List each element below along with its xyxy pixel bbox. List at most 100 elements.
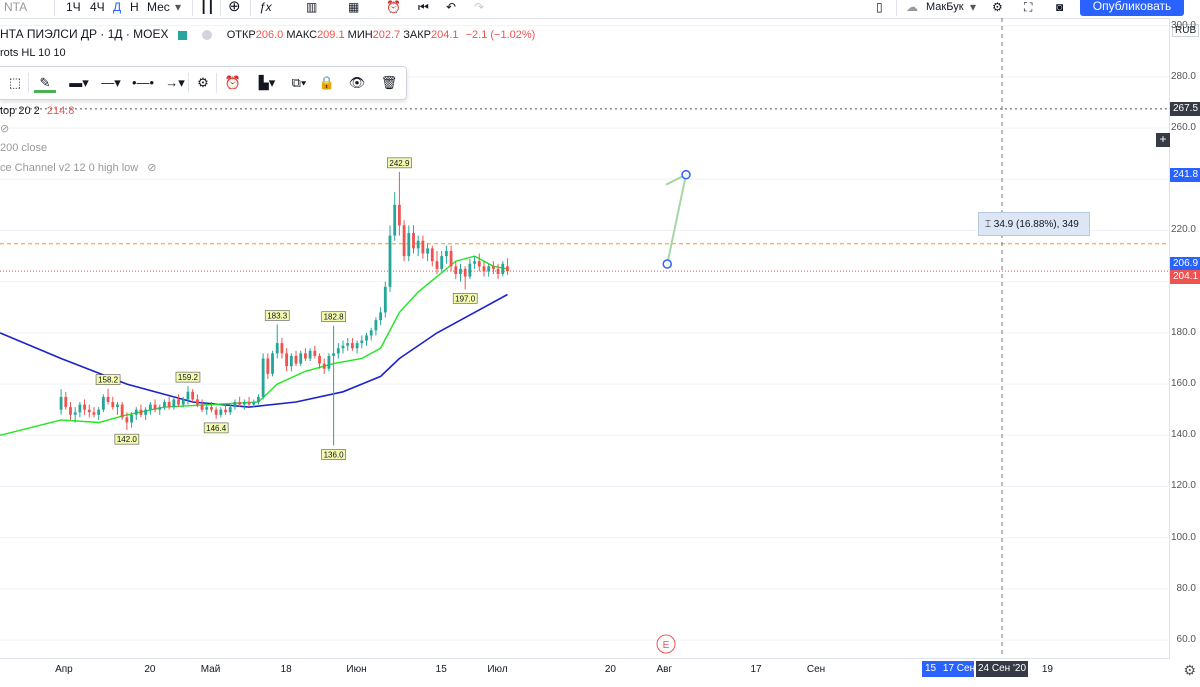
candle-body <box>242 402 246 405</box>
hidden-eye-icon[interactable]: ⊘ <box>147 162 157 174</box>
measure-label: 34.9 (16.88%), 349 <box>993 219 1079 230</box>
y-tick-label: 280.0 <box>1170 70 1196 82</box>
clone-icon[interactable]: ⧉▾ <box>291 75 307 90</box>
publish-button[interactable]: Опубликовать <box>1080 0 1184 16</box>
currency-label[interactable]: RUB <box>1172 24 1200 37</box>
candle-body <box>59 396 63 410</box>
drawing-toolbar: ⬚ ✎ ▬▾ —▾ •—• →▾ ⚙ ⏰ ▙▾ ⧉▾ 🔒 👁 🗑 <box>0 66 407 100</box>
candle-body <box>355 343 359 349</box>
indicator-legend-5[interactable]: ce Channel v2 12 0 high low ⊘ <box>0 161 157 174</box>
indicator-legend-4[interactable]: 200 close <box>0 142 48 154</box>
green-moving-average <box>0 255 508 436</box>
pivot-label-box <box>114 433 140 445</box>
candle-body <box>416 240 420 249</box>
lock-icon[interactable]: 🔒 <box>318 75 336 90</box>
hline-price-tag: 267.5 <box>1170 101 1200 116</box>
indicator-legend-2[interactable]: top 20 2 214.8 <box>0 105 74 117</box>
indicator-legend-1[interactable]: rots HL 10 10 <box>0 47 66 59</box>
candle-body <box>181 399 185 405</box>
candle-body <box>139 409 143 415</box>
change-value: −2.1 (−1.02%) <box>465 29 536 41</box>
pencil-icon[interactable]: ✎ <box>34 73 56 93</box>
candle-body <box>238 402 242 405</box>
candle-body <box>275 343 279 354</box>
line-width-selector[interactable]: ▬▾ <box>69 75 89 90</box>
symbol-cut-text[interactable]: NTA <box>4 0 28 14</box>
x-tick-label: 20 <box>144 664 156 675</box>
low-label: МИН <box>347 29 373 41</box>
templates-icon[interactable]: ▦ <box>348 0 360 14</box>
candle-body <box>101 396 105 410</box>
pivot-label: 159.2 <box>178 373 199 382</box>
settings-gear-icon[interactable]: ⚙ <box>197 75 209 90</box>
layout-name[interactable]: МакБук <box>926 1 964 13</box>
line-style-solid-icon[interactable]: —▾ <box>101 75 121 90</box>
candle-body <box>177 399 180 405</box>
line-style-dotted-icon[interactable]: •—• <box>131 75 155 90</box>
y-tick-label: 220.0 <box>1170 224 1196 236</box>
alert-icon[interactable]: ⏰ <box>386 0 401 14</box>
time-axis[interactable]: Апр20Май18Июн15Июл20Авг17СенОкт19 15 17 … <box>0 658 1170 687</box>
candle-body <box>435 261 439 269</box>
redo-icon[interactable]: ↷ <box>474 0 485 14</box>
collapse-icon[interactable] <box>201 30 212 41</box>
arrow-style-icon[interactable]: →▾ <box>165 75 185 90</box>
x-tick-label: Апр <box>55 664 73 675</box>
eye-icon[interactable]: 👁 <box>348 75 366 90</box>
interval-4h[interactable]: 4Ч <box>90 0 105 14</box>
layout-dropdown-icon[interactable]: ▾ <box>970 0 977 14</box>
price-chart[interactable]: 158.2 142.0 159.2 146.4 183.3 182.8 136.0 242.9… <box>0 18 1170 658</box>
compare-add-icon[interactable]: ⊕ <box>228 0 241 15</box>
y-tick-label: 140.0 <box>1170 429 1196 441</box>
trash-icon[interactable]: 🗑 <box>380 75 398 90</box>
financials-icon[interactable]: ▥ <box>306 0 318 14</box>
frame-icon[interactable]: ⬚ <box>8 75 22 90</box>
interval-dropdown-icon[interactable]: ▾ <box>175 0 182 14</box>
x-tick-label: 15 <box>435 664 447 675</box>
candle-body <box>205 407 209 410</box>
alert-icon[interactable]: ⏰ <box>224 75 242 90</box>
x-tick-label: Сен <box>806 664 826 675</box>
interval-1w[interactable]: Н <box>130 0 139 14</box>
axis-settings-gear-icon[interactable]: ⚙ <box>1183 662 1196 678</box>
interval-1d[interactable]: Д <box>113 0 122 14</box>
candle-body <box>228 407 232 413</box>
hline-add-icon[interactable]: + <box>1156 133 1170 147</box>
indicator-2-name: top 20 2 <box>0 105 40 117</box>
symbol-title[interactable]: НТА ПИЭЛСИ ДР · 1Д · MOEX <box>0 27 169 41</box>
y-tick-label: 180.0 <box>1170 326 1196 338</box>
candle-body <box>299 353 303 364</box>
low-value: 202.7 <box>372 29 401 41</box>
candle-body <box>73 412 77 415</box>
interval-1h[interactable]: 1Ч <box>66 0 81 14</box>
undo-icon[interactable]: ↶ <box>446 0 457 14</box>
fullscreen-icon[interactable]: ⛶ <box>1024 0 1033 14</box>
drawbar-divider <box>188 73 189 93</box>
cloud-icon[interactable]: ☁ <box>906 0 918 14</box>
y-tick-label: 80.0 <box>1176 582 1196 594</box>
candle-body <box>397 204 401 226</box>
candle-body <box>191 391 195 400</box>
drawbar-divider <box>216 73 217 93</box>
candle-body <box>402 225 406 257</box>
measure-info-box[interactable]: ⌶ 34.9 (16.88%), 349 <box>978 212 1090 236</box>
candle-body <box>304 353 307 359</box>
pivot-label-box <box>387 157 412 169</box>
hidden-indicator-icon[interactable]: ⊘ <box>0 123 10 135</box>
candle-body <box>379 312 383 321</box>
pivot-label: 183.3 <box>267 311 288 320</box>
visual-order-icon[interactable]: ▙▾ <box>258 75 276 90</box>
indicators-icon[interactable]: ƒx <box>259 0 272 14</box>
candle-body <box>477 261 481 267</box>
layout-icon[interactable]: ▯ <box>876 0 883 14</box>
high-label: МАКС <box>286 29 318 41</box>
snapshot-camera-icon[interactable]: ◙ <box>1056 0 1064 14</box>
last-price-tag: 204.1 <box>1170 270 1200 285</box>
pivot-label: 158.2 <box>98 376 119 385</box>
candles-style-icon[interactable]: ┃┃ <box>200 0 215 14</box>
interval-1m[interactable]: Мес <box>147 0 170 14</box>
candle-body <box>148 404 152 410</box>
settings-gear-icon[interactable]: ⚙ <box>992 0 1003 14</box>
replay-icon[interactable]: ⏮ <box>418 0 429 14</box>
price-axis[interactable]: RUB 60.080.0100.0120.0140.0160.0180.0200… <box>1169 18 1200 658</box>
